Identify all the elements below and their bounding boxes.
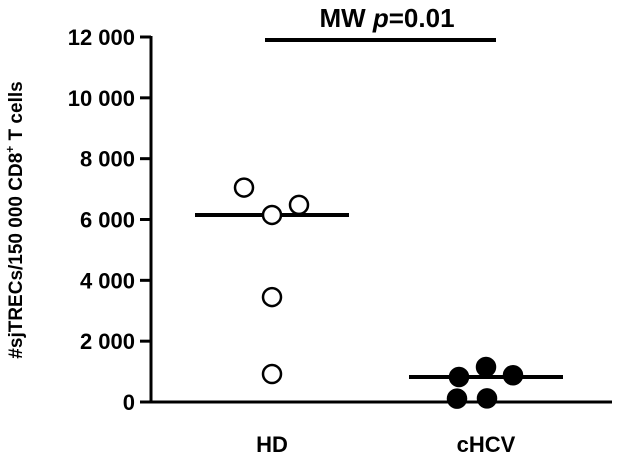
data-point [261,204,283,226]
y-tick-label: 6 000 [80,208,135,233]
y-tick-label: 12 000 [68,25,135,50]
significance-p: p [372,3,389,33]
x-category-labels: HD cHCV [256,432,516,457]
significance-prefix: MW [319,3,372,33]
y-axis-title-tail: T cells [6,81,27,145]
data-point [502,364,524,386]
data-point [261,363,283,385]
significance-value: =0.01 [389,3,455,33]
data-point [261,286,283,308]
data-point [288,194,310,216]
y-tick-label: 8 000 [80,147,135,172]
y-tick-label: 10 000 [68,86,135,111]
significance-label: MW p=0.01 [319,3,454,33]
data-point [476,388,498,409]
data-points [233,177,524,409]
median-lines [195,212,563,380]
y-tick-label: 0 [123,390,135,415]
y-ticks: 0 2 000 4 000 6 000 8 000 10 000 12 000 [68,25,151,415]
x-category-label: HD [256,432,288,457]
data-point [475,356,497,378]
x-category-label: cHCV [457,432,516,457]
y-axis-title: #sjTRECs/150 000 CD8+ T cells [3,81,27,358]
data-point [448,366,470,388]
y-axis-title-main: #sjTRECs/150 000 CD8 [6,153,27,359]
y-tick-label: 4 000 [80,268,135,293]
y-axis-title-superscript: + [3,146,17,153]
y-tick-label: 2 000 [80,329,135,354]
data-point [233,177,255,198]
data-point [446,388,468,409]
